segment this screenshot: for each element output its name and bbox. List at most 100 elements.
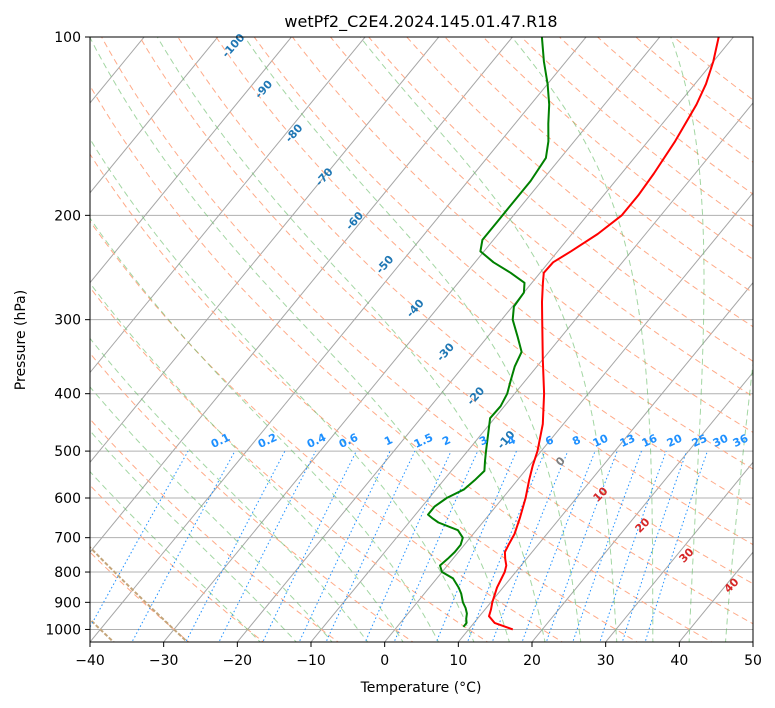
moist-adiabat-line <box>90 430 297 642</box>
dry-adiabat-line <box>673 37 753 101</box>
temperature-line <box>488 37 720 631</box>
mixing-ratio-label: 10 <box>591 432 611 450</box>
y-tick-label: 600 <box>54 491 81 507</box>
special-adiabat-line <box>90 545 189 642</box>
isotherm-line <box>90 37 293 284</box>
moist-adiabat-line <box>359 37 618 642</box>
mixing-ratio-label: 2 <box>440 433 452 448</box>
mixing-ratio-line <box>298 450 391 642</box>
mixing-ratio-line <box>466 450 546 642</box>
dry-adiabat-line <box>139 37 753 585</box>
mixing-ratio-label: 20 <box>665 432 685 450</box>
dry-adiabat-line <box>177 37 753 546</box>
isotherm-label: -60 <box>343 209 366 233</box>
dry-adiabat-line <box>215 37 753 507</box>
x-tick-label: 40 <box>670 653 688 669</box>
moist-adiabat-line <box>90 337 369 642</box>
x-tick-label: −10 <box>296 653 326 669</box>
moist-adiabat-line <box>90 217 440 642</box>
mixing-ratio-label: 16 <box>640 432 660 450</box>
dry-adiabat-line <box>444 37 753 294</box>
isotherm-label: -30 <box>434 340 457 364</box>
moist-adiabat-label: 30 <box>677 545 697 565</box>
isotherm-line <box>0 24 8 645</box>
mixing-ratio-label: 25 <box>690 432 709 450</box>
mixing-ratio-line <box>621 450 688 642</box>
isotherm-line <box>90 37 514 553</box>
isotherm-line <box>90 37 366 374</box>
mixing-ratio-label: 13 <box>618 432 637 450</box>
moist-adiabat-line <box>670 37 705 642</box>
dry-adiabat-line <box>90 484 265 642</box>
isotherm-line <box>90 37 219 194</box>
moist-adiabat-line <box>90 282 404 642</box>
y-tick-label: 200 <box>54 208 81 224</box>
x-tick-label: 20 <box>523 653 541 669</box>
dry-adiabat-line <box>291 37 753 433</box>
isotherm-label: -100 <box>219 31 247 60</box>
chart-title: wetPf2_C2E4.2024.145.01.47.R18 <box>284 12 557 32</box>
x-tick-label: 10 <box>449 653 467 669</box>
dry-adiabat-line <box>329 37 753 398</box>
dewpoint-line <box>427 37 551 628</box>
isotherm-label: -20 <box>464 384 487 408</box>
moist-adiabat-line <box>725 359 753 642</box>
moist-adiabat-label: 20 <box>633 515 653 535</box>
mixing-ratio-line <box>325 450 416 642</box>
dry-adiabat-line <box>406 37 753 328</box>
dry-adiabat-line <box>90 84 713 642</box>
dry-adiabat-line <box>90 153 639 642</box>
moist-adiabat-label: 0 <box>553 454 568 469</box>
mixing-ratio-line <box>262 450 357 642</box>
dry-adiabat-line <box>90 286 489 642</box>
mixing-ratio-label: 0.6 <box>337 431 360 451</box>
y-tick-label: 300 <box>54 313 81 329</box>
mixing-ratio-line <box>572 450 642 642</box>
x-tick-label: 30 <box>597 653 615 669</box>
isotherm-line <box>90 37 587 642</box>
isotherm-line <box>90 37 440 464</box>
axis-ticks: −40 −30 −20 −10 0 10 20 30 40 5010020030040050060… <box>45 30 762 669</box>
isotherm-label: -80 <box>283 121 306 145</box>
y-tick-label: 800 <box>54 565 81 581</box>
mixing-ratio-label: 0.1 <box>209 431 232 451</box>
sounding-lines <box>427 37 720 631</box>
moist-adiabat-line <box>244 37 582 642</box>
isotherm-line <box>310 102 753 642</box>
x-axis-label: Temperature (°C) <box>360 680 482 696</box>
isotherm-label: -40 <box>404 296 427 320</box>
isotherm-label: -70 <box>313 165 336 189</box>
mixing-ratio-label: 30 <box>711 432 731 450</box>
mixing-ratio-line <box>599 450 667 642</box>
moist-adiabat-line <box>90 138 475 642</box>
moist-adiabat-label: 10 <box>591 484 611 504</box>
moist-adiabat-label: 40 <box>722 575 742 595</box>
dry-adiabat-line <box>253 37 753 470</box>
y-tick-label: 700 <box>54 531 81 547</box>
x-tick-label: −20 <box>223 653 253 669</box>
mixing-ratio-label: 36 <box>731 432 751 450</box>
isotherm-line <box>236 37 735 642</box>
mixing-ratio-label: 0.4 <box>305 431 328 451</box>
x-tick-label: 0 <box>380 653 389 669</box>
dry-adiabat-line <box>90 352 414 642</box>
x-tick-label: 50 <box>744 653 762 669</box>
mixing-ratio-label: 8 <box>570 433 582 448</box>
isotherm-line <box>163 37 661 642</box>
isotherm-line <box>605 461 753 642</box>
dry-adiabat-line <box>558 37 753 195</box>
moist-adiabat-line <box>90 386 333 642</box>
mixing-ratio-label: 1.5 <box>412 431 435 451</box>
dry-adiabat-line <box>90 418 340 642</box>
dry-adiabat-line <box>90 551 190 642</box>
dry-adiabat-line <box>368 37 753 362</box>
dry-adiabat-line <box>596 37 753 163</box>
y-tick-label: 400 <box>54 387 81 403</box>
plot-frame <box>89 36 754 643</box>
mixing-ratio-line <box>435 450 517 642</box>
y-tick-label: 900 <box>54 595 81 611</box>
y-tick-label: 1000 <box>45 622 81 638</box>
mixing-ratio-label: 0.2 <box>256 431 279 451</box>
moist-adiabat-line <box>511 37 654 642</box>
y-axis-label: Pressure (hPa) <box>13 290 29 390</box>
